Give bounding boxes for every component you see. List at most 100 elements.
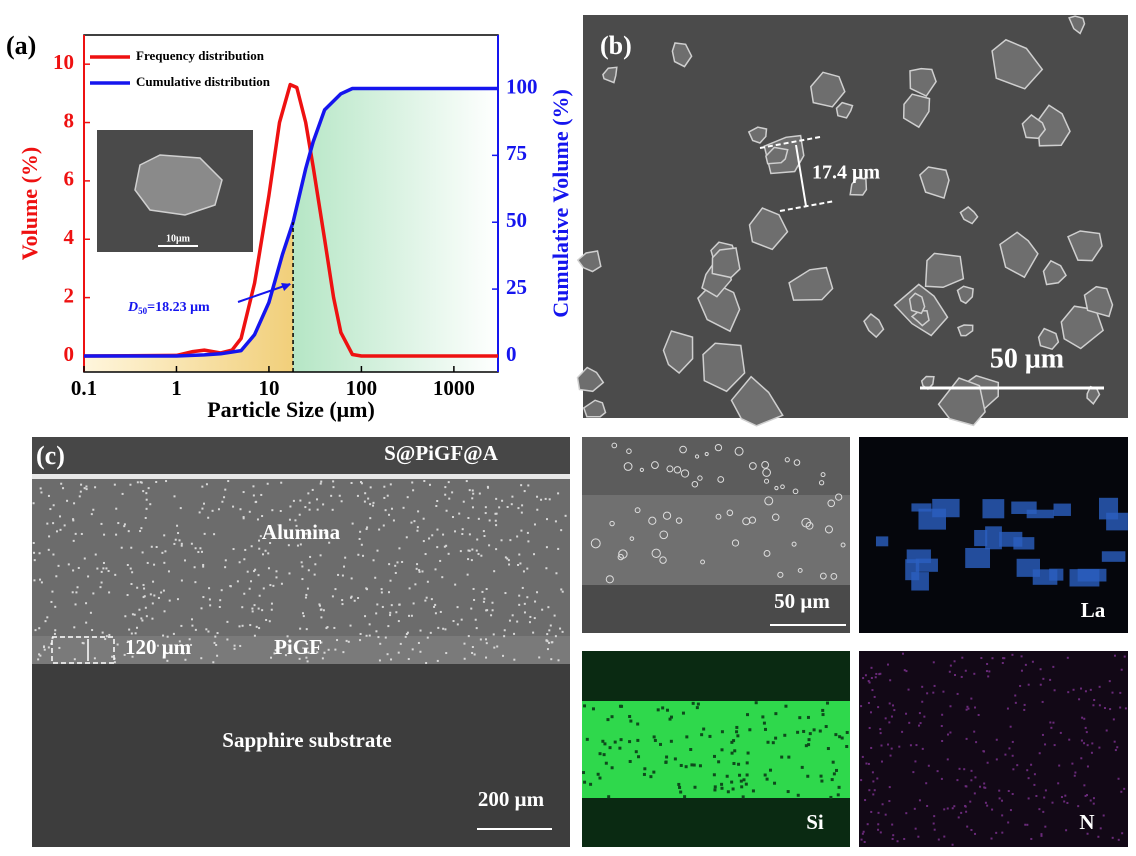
speck <box>717 760 721 764</box>
speck <box>720 782 724 786</box>
grain <box>368 634 371 637</box>
grain <box>215 644 218 647</box>
speck <box>956 779 959 782</box>
grain <box>100 570 103 573</box>
grain <box>534 600 537 603</box>
speck <box>905 670 908 673</box>
speck <box>1041 733 1044 736</box>
grain <box>43 648 46 651</box>
speck <box>921 700 924 703</box>
grain <box>85 488 88 491</box>
speck <box>661 706 665 710</box>
grain <box>284 654 287 657</box>
speck <box>995 738 998 741</box>
speck <box>821 708 825 712</box>
grain <box>320 641 323 644</box>
pore <box>639 467 644 472</box>
speck <box>754 701 758 705</box>
speck <box>964 669 967 672</box>
grain <box>508 563 511 566</box>
speck <box>887 743 890 746</box>
grain <box>227 480 230 483</box>
grain <box>212 661 215 664</box>
grain <box>389 483 392 486</box>
grain <box>257 607 260 610</box>
grain <box>452 620 455 623</box>
grain <box>309 532 312 535</box>
grain <box>298 513 301 516</box>
grain <box>304 596 307 599</box>
grain <box>71 591 74 594</box>
grain <box>360 543 363 546</box>
grain <box>224 566 227 569</box>
grain <box>331 508 334 511</box>
speck <box>925 782 928 785</box>
grain <box>416 526 419 529</box>
grain <box>174 538 177 541</box>
speck <box>860 779 863 782</box>
grain <box>472 492 475 495</box>
grain <box>53 632 56 635</box>
speck <box>765 777 769 781</box>
grain <box>443 545 446 548</box>
grain <box>467 558 470 561</box>
speck <box>1092 704 1095 707</box>
grain <box>510 503 513 506</box>
grain <box>62 487 65 490</box>
grain <box>93 657 96 660</box>
la-region <box>1053 503 1071 516</box>
speck <box>973 672 976 675</box>
speck <box>927 764 930 767</box>
grain <box>454 530 457 533</box>
speck <box>636 738 640 742</box>
speck <box>708 734 712 738</box>
speck <box>740 785 744 789</box>
speck <box>730 740 734 744</box>
y2-tick-label: 75 <box>506 141 527 165</box>
particle <box>576 250 602 273</box>
speck <box>787 755 791 759</box>
grain <box>200 657 203 660</box>
grain <box>493 646 496 649</box>
speck <box>1001 814 1004 817</box>
particle <box>810 71 846 108</box>
grain <box>378 528 381 531</box>
grain <box>474 618 477 621</box>
grain <box>494 512 497 515</box>
y2-tick-label: 100 <box>506 74 538 98</box>
grain <box>547 641 550 644</box>
speck <box>991 808 994 811</box>
grain <box>462 500 465 503</box>
grain <box>194 628 197 631</box>
grain <box>127 530 130 533</box>
speck <box>1077 805 1080 808</box>
grain <box>345 639 348 642</box>
thickness-box <box>51 636 115 664</box>
speck <box>826 701 830 705</box>
grain <box>435 505 438 508</box>
speck <box>886 663 889 666</box>
particle <box>957 324 974 337</box>
grain <box>561 590 564 593</box>
speck <box>991 657 994 660</box>
grain <box>271 509 274 512</box>
grain <box>298 657 301 660</box>
grain <box>383 496 386 499</box>
grain <box>426 636 429 639</box>
speck <box>873 695 876 698</box>
grain <box>241 624 244 627</box>
grain <box>436 546 439 549</box>
grain <box>81 641 84 644</box>
grain <box>546 633 549 636</box>
grain <box>305 593 308 596</box>
grain <box>288 518 291 521</box>
grain <box>238 561 241 564</box>
speck <box>1113 654 1116 657</box>
grain <box>199 547 202 550</box>
grain <box>153 563 156 566</box>
grain <box>333 626 336 629</box>
layer-label: PiGF <box>274 635 322 659</box>
speck <box>893 709 896 712</box>
grain <box>167 570 170 573</box>
grain <box>366 526 369 529</box>
